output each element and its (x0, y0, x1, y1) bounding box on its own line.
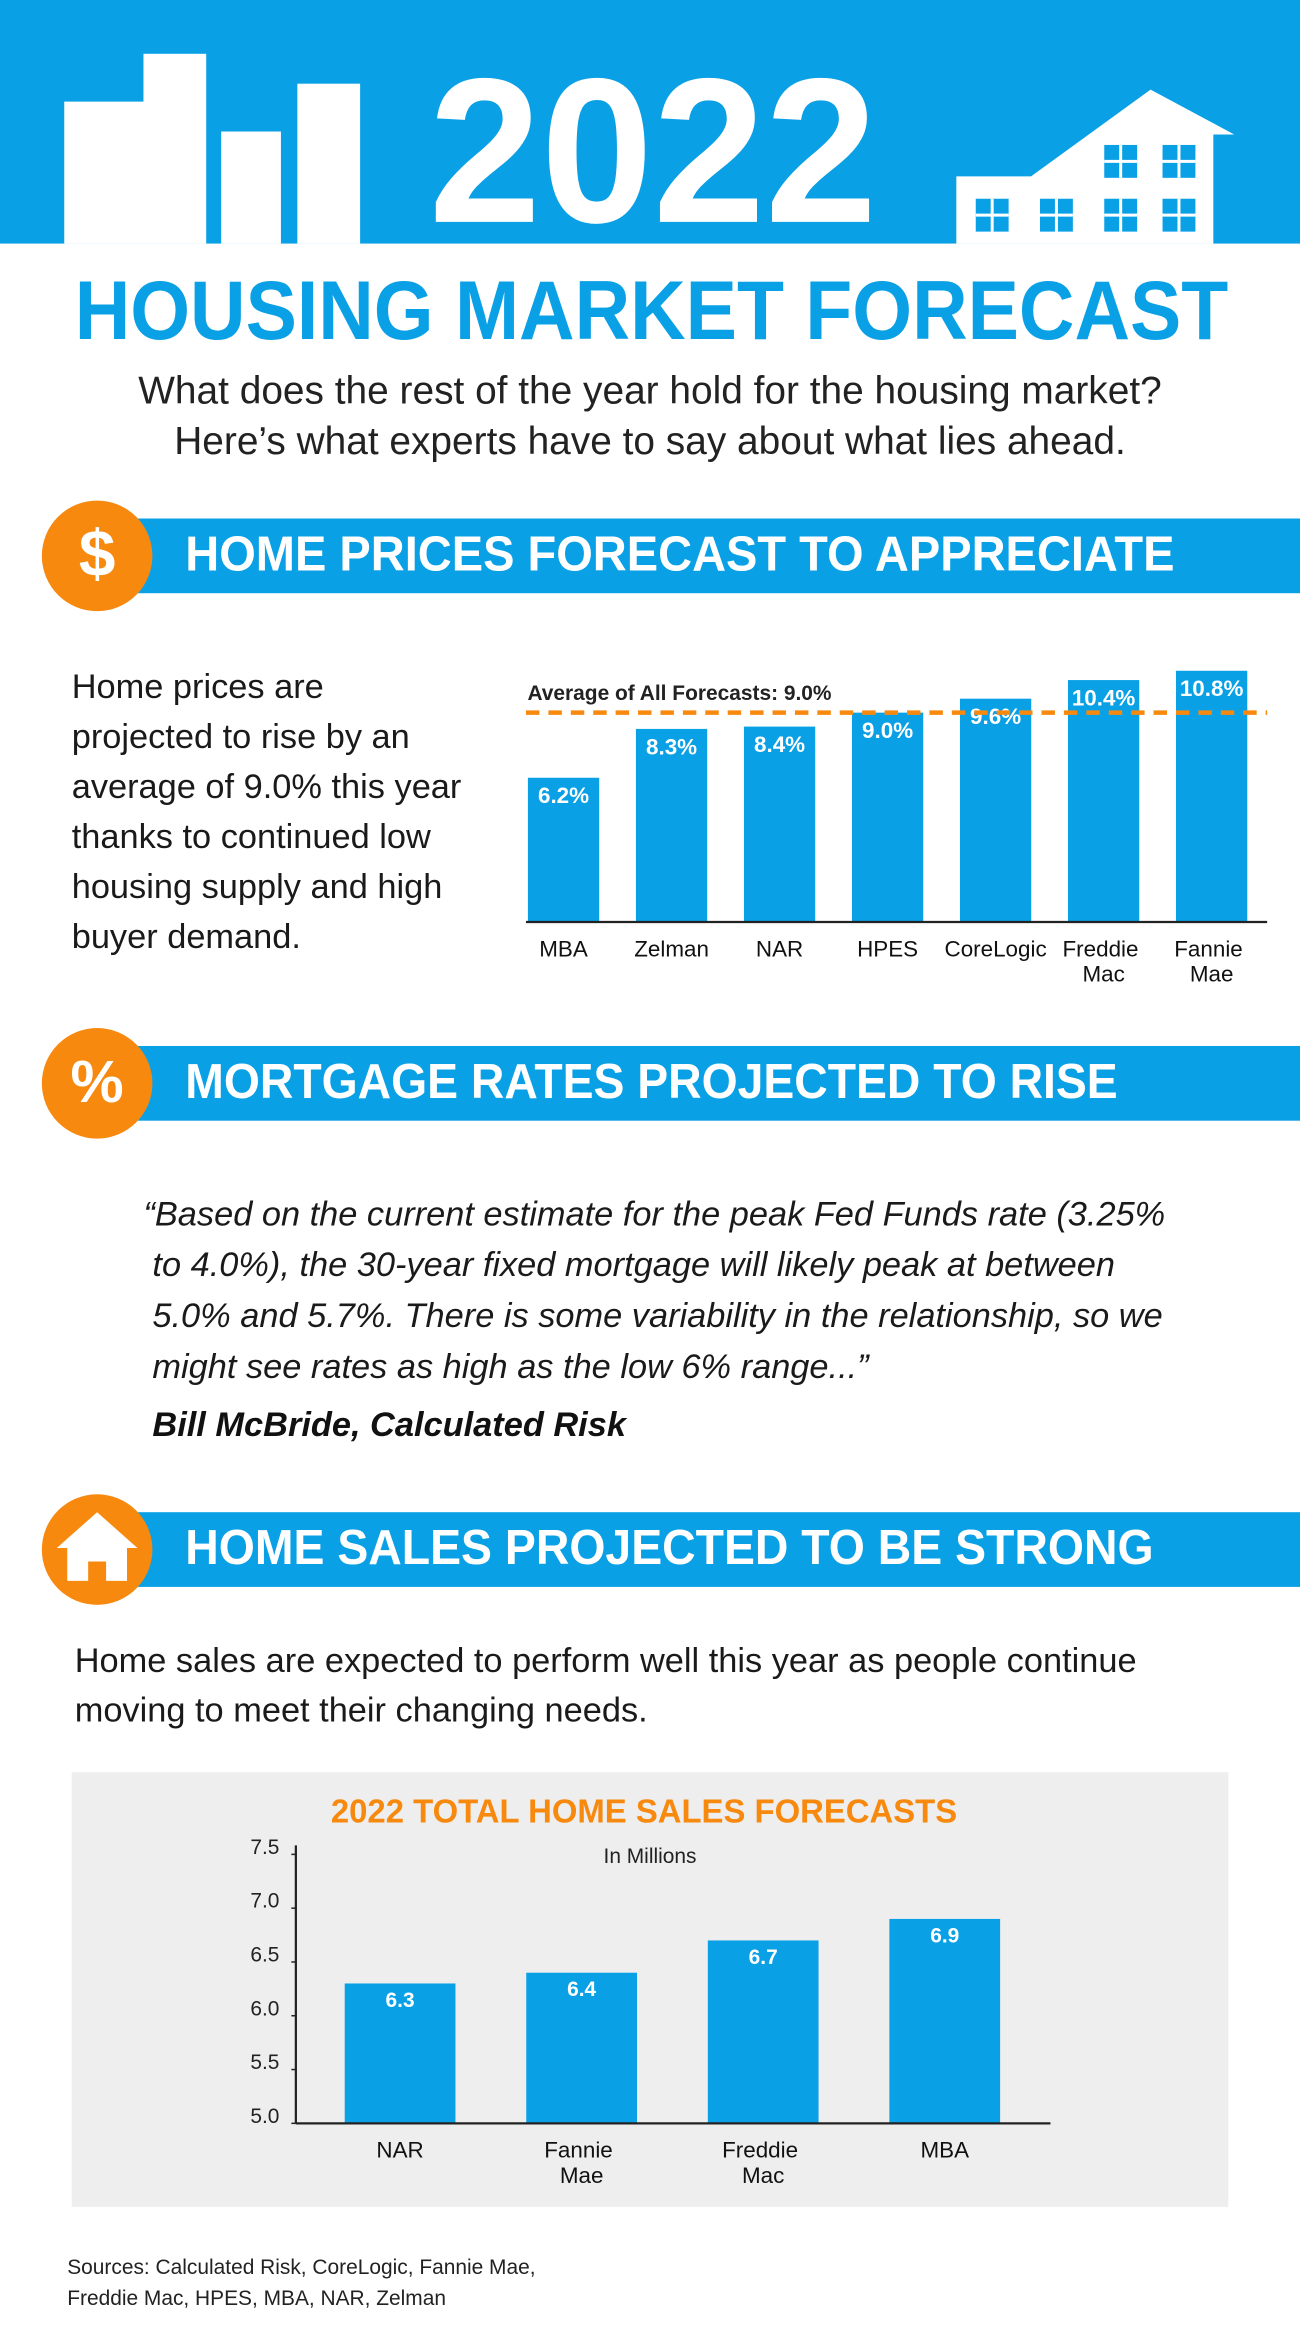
icon: $ (79, 516, 116, 590)
chart-panel (71, 1772, 1229, 2208)
bar (527, 777, 600, 922)
section-band (89, 518, 1300, 594)
value-label: 6.4 (567, 1978, 596, 2001)
label-line: Freddie (1063, 936, 1145, 961)
x-tick-label: Freddie Mac (1063, 936, 1145, 986)
house-graphic (929, 89, 1235, 244)
section-heading: HOME PRICES FORECAST TO APPRECIATE (185, 526, 1174, 581)
y-tick-label: 6.5 (250, 1944, 279, 1967)
icon-circle (41, 1028, 153, 1139)
bar (889, 1918, 1001, 2124)
text-line: to 4.0%), the 30-year fixed mortgage wil… (152, 1246, 1115, 1284)
x-tick-label: MBA (539, 936, 588, 961)
value-label: 6.3 (386, 1989, 415, 2012)
subtitle: What does the rest of the year hold for … (138, 369, 1161, 412)
x-tick-label: MBA (920, 2138, 969, 2163)
quote: “Based on the current estimate for the p… (143, 1195, 1165, 1385)
value-label: 9.0% (862, 718, 913, 743)
icon: % (71, 1048, 124, 1115)
icon-circle (41, 500, 153, 612)
chart-title: 2022 TOTAL HOME SALES FORECASTS (331, 1793, 957, 1830)
value-label: 6.2% (538, 783, 589, 808)
label-line: Fannie (1174, 936, 1249, 961)
main-title: HOUSING MARKET FORECAST (75, 263, 1229, 357)
section-body: Home sales are expected to perform well … (75, 1642, 1137, 1729)
label-line: Freddie (722, 2138, 804, 2163)
text-line: Home prices are (72, 668, 324, 706)
text-line: Home sales are expected to perform well … (75, 1642, 1137, 1680)
chart: 2022 TOTAL HOME SALES FORECASTS In Millio… (250, 1793, 1051, 2188)
bar (1175, 670, 1248, 922)
subtitle: Here’s what experts have to say about wh… (174, 420, 1126, 463)
chart-subtitle: In Millions (604, 1845, 697, 1868)
bar (743, 726, 816, 922)
x-tick-label: Freddie Mac (722, 2138, 804, 2188)
bar (635, 728, 708, 922)
text-line: “Based on the current estimate for the p… (143, 1195, 1165, 1233)
x-tick-label: Fannie Mae (544, 2138, 619, 2188)
text-line: average of 9.0% this year (72, 768, 462, 806)
label-line: Mac (742, 2163, 784, 2188)
section-body: Home prices are projected to rise by an av… (72, 668, 462, 956)
x-tick-label: CoreLogic (945, 936, 1047, 961)
y-tick-label: 5.0 (250, 2105, 279, 2128)
section-band (89, 1045, 1300, 1121)
text-line: housing supply and high (72, 868, 443, 906)
value-label: 6.7 (749, 1946, 778, 1969)
label-line: Mae (1190, 962, 1234, 987)
value-label: 10.4% (1072, 685, 1136, 710)
bar (707, 1940, 819, 2124)
value-label: 10.8% (1180, 676, 1244, 701)
text-line: might see rates as high as the low 6% ra… (152, 1348, 870, 1386)
y-tick-label: 7.0 (250, 1890, 279, 1913)
label-line: Mac (1082, 962, 1124, 987)
x-tick-label: Zelman (634, 936, 709, 961)
chart: 6.2% MBA 8.3% Zelman 8.4% NAR 9.0% HPES 9.6% Core… (525, 670, 1268, 987)
sources: Sources: Calculated Risk, CoreLogic, Fan… (67, 2256, 535, 2310)
text-line: Sources: Calculated Risk, CoreLogic, Fan… (67, 2256, 535, 2279)
bar (851, 712, 924, 922)
attribution: Bill McBride, Calculated Risk (152, 1406, 627, 1444)
text-line: buyer demand. (72, 918, 301, 956)
value-label: 8.3% (646, 734, 697, 759)
text-line: Freddie Mac, HPES, MBA, NAR, Zelman (67, 2287, 446, 2310)
x-tick-label: Fannie Mae (1174, 936, 1249, 986)
x-tick-label: NAR (376, 2138, 423, 2163)
text-line: thanks to continued low (72, 818, 431, 856)
y-tick-label: 6.0 (250, 1997, 279, 2020)
skyline (64, 53, 361, 244)
x-tick-label: NAR (756, 936, 803, 961)
section-heading: MORTGAGE RATES PROJECTED TO RISE (185, 1054, 1117, 1109)
y-tick-label: 7.5 (250, 1836, 279, 1859)
y-tick-label: 5.5 (250, 2051, 279, 2074)
value-label: 6.9 (930, 1924, 959, 1947)
value-label: 9.6% (970, 704, 1021, 729)
bar (959, 698, 1032, 922)
text-line: projected to rise by an (72, 718, 410, 756)
section-band (89, 1512, 1300, 1587)
label-line: Mae (560, 2163, 604, 2188)
bar (526, 1972, 638, 2124)
text-line: 5.0% and 5.7%. There is some variability… (152, 1297, 1162, 1335)
section-heading: HOME SALES PROJECTED TO BE STRONG (185, 1520, 1153, 1575)
bar (1067, 680, 1140, 922)
x-tick-label: HPES (857, 936, 918, 961)
average-label: Average of All Forecasts: 9.0% (527, 682, 831, 705)
value-label: 8.4% (754, 732, 805, 757)
text-line: moving to meet their changing needs. (75, 1691, 648, 1729)
house-icon (56, 1512, 138, 1581)
year: 2022 (429, 35, 877, 266)
bar (344, 1983, 456, 2124)
label-line: Fannie (544, 2138, 619, 2163)
